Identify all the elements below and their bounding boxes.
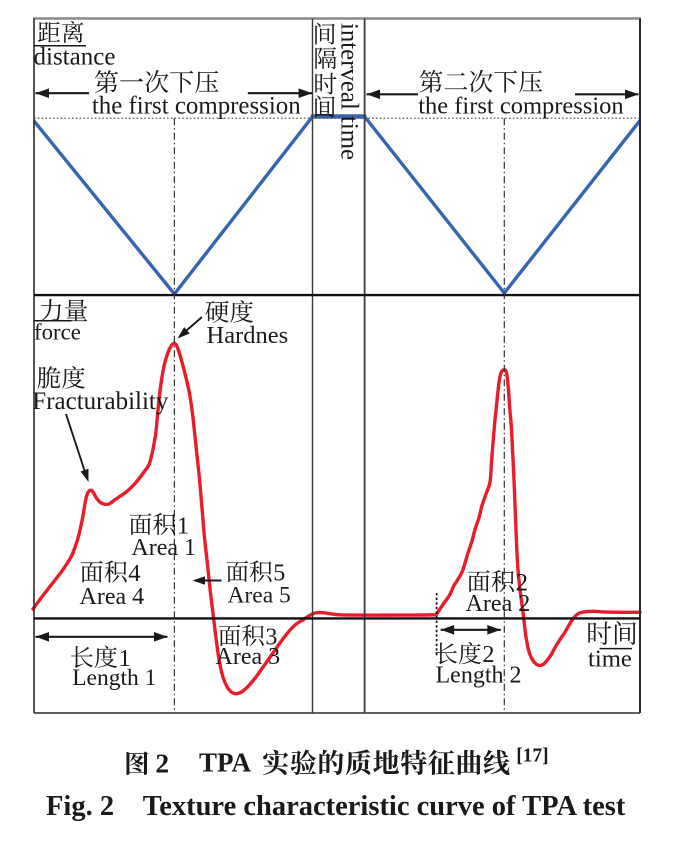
svg-text:Area 2: Area 2	[466, 591, 531, 617]
svg-text:5: 5	[273, 560, 285, 586]
svg-text:Area 5: Area 5	[228, 583, 291, 609]
svg-text:1: 1	[118, 645, 130, 672]
svg-text:Fracturability: Fracturability	[32, 388, 169, 415]
svg-text:Area 1: Area 1	[131, 535, 196, 561]
svg-text:4: 4	[128, 560, 140, 587]
svg-text:Length 2: Length 2	[436, 663, 522, 689]
svg-text:the first compression: the first compression	[92, 93, 301, 120]
svg-text:Hardnes: Hardnes	[207, 322, 289, 349]
svg-text:Texture characteristic curve o: Texture characteristic curve of TPA test	[143, 791, 626, 822]
svg-text:2: 2	[482, 641, 494, 668]
svg-text:Length 1: Length 1	[72, 665, 156, 691]
svg-text:the first compression: the first compression	[418, 93, 624, 120]
svg-text:force: force	[34, 320, 81, 345]
svg-text:2: 2	[516, 570, 528, 597]
svg-text:3: 3	[265, 624, 277, 650]
svg-text:Area 3: Area 3	[216, 644, 281, 670]
svg-text:TPA: TPA	[199, 748, 251, 778]
svg-text:1: 1	[177, 512, 189, 539]
svg-text:interveal time: interveal time	[336, 23, 363, 160]
svg-text:time: time	[588, 646, 632, 673]
svg-text:2: 2	[155, 748, 169, 779]
svg-text:[17]: [17]	[516, 745, 549, 766]
svg-text:Area 4: Area 4	[80, 584, 145, 610]
svg-text:Fig. 2: Fig. 2	[46, 791, 114, 822]
svg-text:distance: distance	[34, 44, 116, 71]
